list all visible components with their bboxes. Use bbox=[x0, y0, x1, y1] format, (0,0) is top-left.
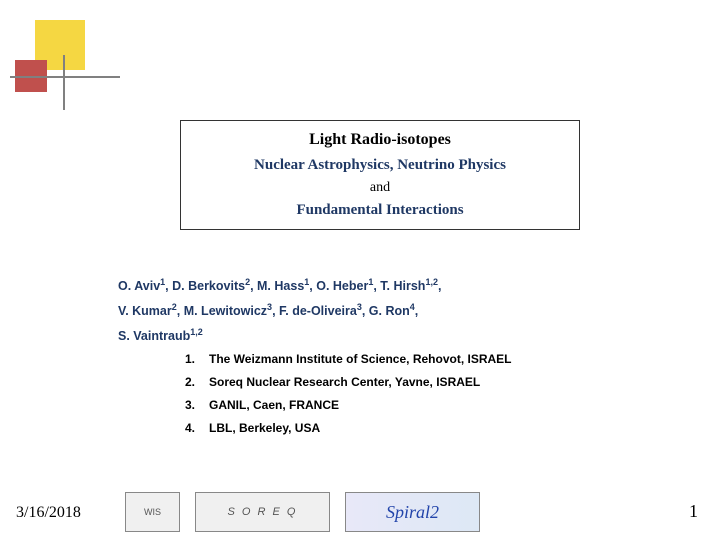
affiliation-number: 4. bbox=[185, 421, 209, 435]
corner-decoration bbox=[10, 20, 100, 110]
weizmann-logo: WIS bbox=[125, 492, 180, 532]
affiliation-number: 2. bbox=[185, 375, 209, 389]
affiliation-number: 1. bbox=[185, 352, 209, 366]
title-line-1: Light Radio-isotopes bbox=[195, 131, 565, 149]
spiral2-logo: Spiral2 bbox=[345, 492, 480, 532]
footer-logos: WIS S O R E Q Spiral2 bbox=[125, 492, 480, 532]
soreq-logo: S O R E Q bbox=[195, 492, 330, 532]
title-line-3: and bbox=[195, 180, 565, 196]
affiliation-row: 1.The Weizmann Institute of Science, Reh… bbox=[185, 352, 655, 366]
horizontal-line bbox=[10, 76, 120, 78]
title-line-4: Fundamental Interactions bbox=[195, 202, 565, 219]
affiliation-row: 4.LBL, Berkeley, USA bbox=[185, 421, 655, 435]
affiliation-row: 3.GANIL, Caen, FRANCE bbox=[185, 398, 655, 412]
affiliation-text: The Weizmann Institute of Science, Rehov… bbox=[209, 352, 655, 366]
footer-date: 3/16/2018 bbox=[16, 504, 81, 522]
title-box: Light Radio-isotopes Nuclear Astrophysic… bbox=[180, 120, 580, 230]
vertical-line bbox=[63, 55, 65, 110]
affiliation-text: GANIL, Caen, FRANCE bbox=[209, 398, 655, 412]
title-line-2: Nuclear Astrophysics, Neutrino Physics bbox=[195, 157, 565, 174]
footer-page-number: 1 bbox=[689, 501, 698, 522]
affiliation-text: LBL, Berkeley, USA bbox=[209, 421, 655, 435]
authors-list: O. Aviv1, D. Berkovits2, M. Hass1, O. He… bbox=[118, 274, 658, 349]
affiliation-number: 3. bbox=[185, 398, 209, 412]
affiliation-text: Soreq Nuclear Research Center, Yavne, IS… bbox=[209, 375, 655, 389]
affiliations-list: 1.The Weizmann Institute of Science, Reh… bbox=[185, 352, 655, 444]
affiliation-row: 2.Soreq Nuclear Research Center, Yavne, … bbox=[185, 375, 655, 389]
